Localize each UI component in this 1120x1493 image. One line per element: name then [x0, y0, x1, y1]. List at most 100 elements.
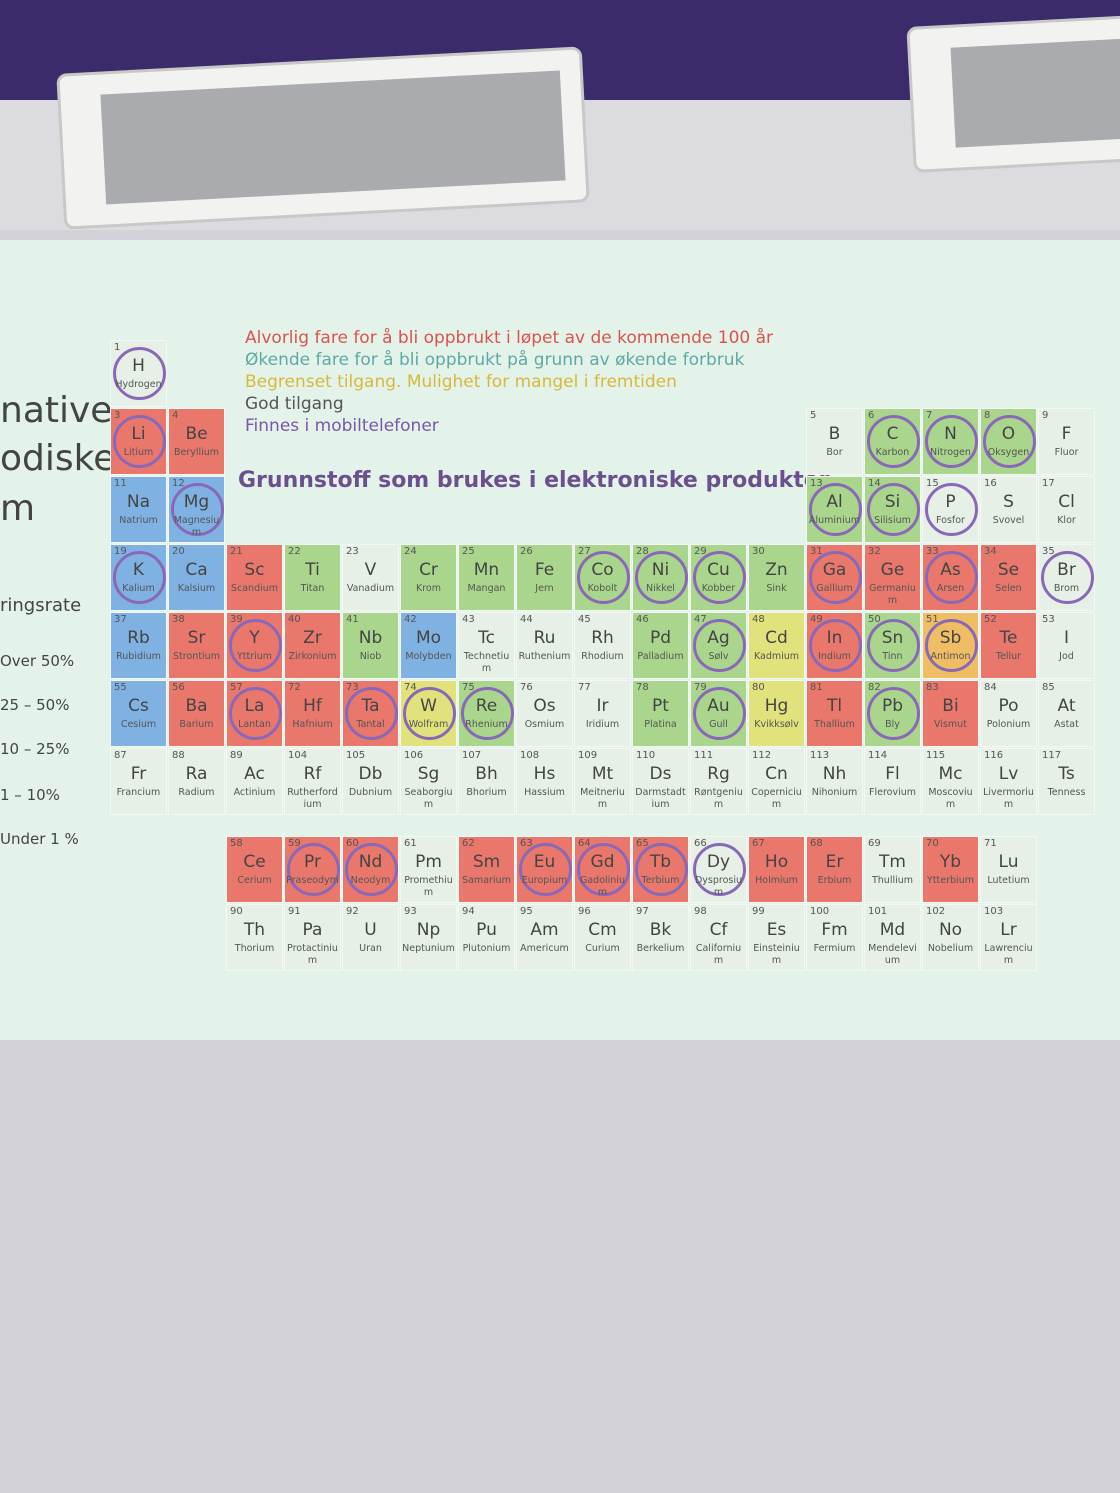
element-cell: 21 Sc Scandium — [226, 544, 283, 611]
element-name: Hafnium — [292, 719, 333, 730]
atomic-number: 64 — [578, 838, 591, 850]
phone-circle — [635, 551, 688, 604]
atomic-number: 59 — [288, 838, 301, 850]
element-name: Røntgenium — [694, 787, 743, 810]
element-cell: 76 Os Osmium — [516, 680, 573, 747]
element-symbol: Lv — [998, 764, 1019, 784]
atomic-number: 60 — [346, 838, 359, 850]
element-cell: 113 Nh Nihonium — [806, 748, 863, 815]
element-name: Technetium — [463, 651, 510, 674]
element-symbol: Ts — [1058, 764, 1075, 784]
element-name: Tenness — [1047, 787, 1086, 798]
element-name: Tellur — [995, 651, 1022, 662]
element-name: Rubidium — [116, 651, 161, 662]
side-text-line: ringsrate — [0, 595, 82, 616]
atomic-number: 16 — [984, 478, 997, 489]
atomic-number: 66 — [694, 838, 707, 850]
atomic-number: 69 — [868, 838, 881, 850]
element-symbol: B — [828, 424, 841, 444]
element-name: Cesium — [120, 719, 157, 730]
atomic-number: 78 — [636, 682, 649, 693]
element-name: Lawrencium — [984, 943, 1033, 967]
element-cell: 1 H Hydrogen — [110, 340, 167, 407]
atomic-number: 80 — [752, 682, 765, 693]
legend-entry: Begrenset tilgang. Mulighet for mangel i… — [245, 372, 677, 392]
element-name: Meitnerium — [580, 787, 625, 810]
element-symbol: Pa — [302, 920, 323, 941]
element-cell: 9 F Fluor — [1038, 408, 1095, 475]
element-symbol: Ir — [596, 696, 609, 716]
atomic-number: 28 — [636, 546, 649, 557]
element-symbol: Ba — [185, 696, 208, 716]
element-name: Sølv — [708, 651, 729, 662]
element-symbol: Ho — [764, 852, 789, 873]
element-cell: 33 As Arsen — [922, 544, 979, 611]
atomic-number: 9 — [1042, 410, 1049, 421]
atomic-number: 96 — [578, 906, 591, 918]
element-cell: 25 Mn Mangan — [458, 544, 515, 611]
element-name: Praseodym — [286, 875, 339, 887]
element-cell: 37 Rb Rubidium — [110, 612, 167, 679]
element-cell: 84 Po Polonium — [980, 680, 1037, 747]
element-symbol: Tm — [879, 852, 906, 873]
element-cell: 29 Cu Kobber — [690, 544, 747, 611]
atomic-number: 40 — [288, 614, 301, 625]
element-symbol: Fm — [821, 920, 848, 941]
element-cell: 79 Au Gull — [690, 680, 747, 747]
element-symbol: Hf — [303, 696, 322, 716]
element-name: Silisium — [874, 515, 911, 526]
element-cell: 58 Ce Cerium — [226, 836, 283, 904]
element-name: Fosfor — [936, 515, 965, 526]
element-cell: 45 Rh Rhodium — [574, 612, 631, 679]
atomic-number: 45 — [578, 614, 591, 625]
element-symbol: Fr — [130, 764, 147, 784]
element-name: Thullium — [871, 875, 914, 887]
element-cell: 3 Li Litium — [110, 408, 167, 475]
element-name: Neptunium — [402, 943, 455, 955]
atomic-number: 7 — [926, 410, 933, 421]
element-cell: 11 Na Natrium — [110, 476, 167, 543]
atomic-number: 42 — [404, 614, 417, 625]
element-symbol: W — [420, 696, 437, 716]
element-name: Oksygen — [987, 447, 1030, 458]
element-cell: 41 Nb Niob — [342, 612, 399, 679]
element-cell: 17 Cl Klor — [1038, 476, 1095, 543]
element-symbol: Re — [475, 696, 498, 716]
atomic-number: 108 — [520, 750, 540, 761]
element-name: Kalsium — [177, 583, 216, 594]
atomic-number: 57 — [230, 682, 243, 693]
element-name: Bhorium — [466, 787, 507, 798]
atomic-number: 6 — [868, 410, 875, 421]
phone-circle — [519, 843, 572, 897]
element-cell: 27 Co Kobolt — [574, 544, 631, 611]
element-symbol: Co — [591, 560, 614, 580]
atomic-number: 46 — [636, 614, 649, 625]
element-symbol: Tl — [826, 696, 843, 716]
element-symbol: Fl — [885, 764, 900, 784]
element-name: Beryllium — [173, 447, 220, 458]
phone-circle — [461, 687, 514, 740]
element-name: Astat — [1054, 719, 1079, 730]
element-name: Brom — [1053, 583, 1080, 594]
element-symbol: Ge — [880, 560, 905, 580]
element-cell: 60 Nd Neodym — [342, 836, 399, 904]
phone-circle — [635, 843, 688, 897]
element-cell: 46 Pd Palladium — [632, 612, 689, 679]
element-cell: 44 Ru Ruthenium — [516, 612, 573, 679]
element-symbol: Nb — [358, 628, 383, 648]
atomic-number: 105 — [346, 750, 366, 761]
element-cell: 96 Cm Curium — [574, 904, 631, 972]
element-symbol: P — [945, 492, 956, 512]
element-cell: 100 Fm Fermium — [806, 904, 863, 972]
atomic-number: 4 — [172, 410, 179, 421]
atomic-number: 97 — [636, 906, 649, 918]
element-cell: 28 Ni Nikkel — [632, 544, 689, 611]
phone-circle — [113, 347, 166, 400]
element-cell: 72 Hf Hafnium — [284, 680, 341, 747]
element-symbol: Cd — [765, 628, 788, 648]
element-cell: 81 Tl Thallium — [806, 680, 863, 747]
phone-circle — [867, 687, 920, 740]
atomic-number: 62 — [462, 838, 475, 850]
legend-entry: God tilgang — [245, 394, 344, 414]
atomic-number: 111 — [694, 750, 714, 761]
